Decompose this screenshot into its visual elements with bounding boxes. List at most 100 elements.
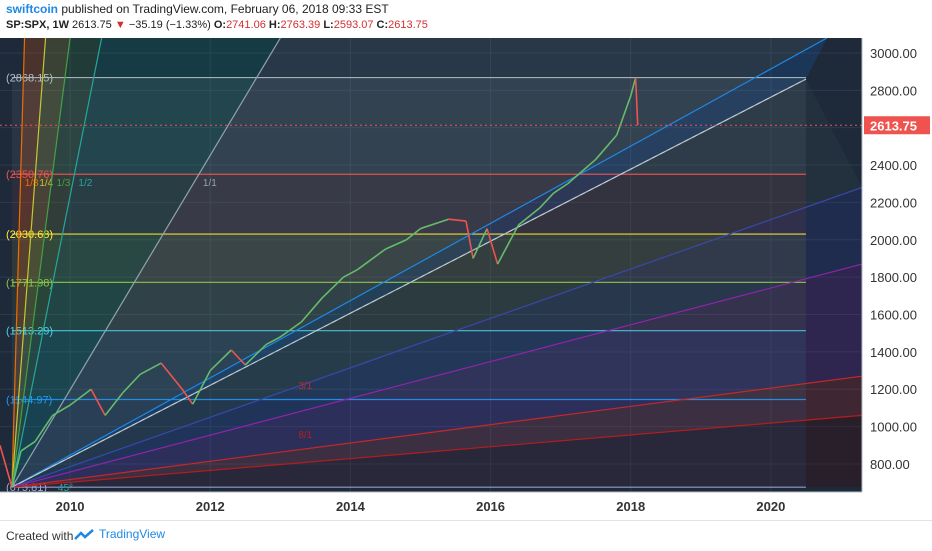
level-band <box>11 77 806 175</box>
y-tick-label: 1600.00 <box>870 308 917 323</box>
price-chart[interactable]: (2868.15) (2350.76) (2030.68) (1771.98) (151… <box>0 38 932 520</box>
y-tick-label: 2400.00 <box>870 158 917 173</box>
price-segment <box>209 349 232 372</box>
open-value: 2741.06 <box>226 19 266 31</box>
median-line <box>11 78 807 488</box>
y-tick-label: 1400.00 <box>870 345 917 360</box>
down-arrow-icon: ▼ <box>114 19 126 31</box>
price-segment <box>595 134 618 160</box>
level-band <box>11 282 806 331</box>
price-segment <box>279 321 302 338</box>
price-segment <box>634 77 639 126</box>
fan-line <box>11 263 863 488</box>
price-segment <box>567 158 597 185</box>
y-tick-label: 1000.00 <box>870 420 917 435</box>
price-segment <box>90 388 106 416</box>
fan-line <box>11 414 863 488</box>
low-value: 2593.07 <box>333 19 374 31</box>
fan-ratio-label: 1/8 <box>25 178 39 189</box>
tradingview-brand: TradingView <box>99 527 166 541</box>
price-segment <box>122 373 141 394</box>
level-band <box>11 330 806 400</box>
y-tick-label: 1800.00 <box>870 270 917 285</box>
price-segment <box>629 77 637 97</box>
publish-line: swiftcoin published on TradingView.com, … <box>6 2 389 16</box>
price-segment <box>448 218 467 222</box>
y-tick-label: 800.00 <box>870 457 910 472</box>
fan-ratio-label: 3/1 <box>298 381 312 392</box>
price-segment <box>405 227 421 241</box>
fan-ratio-label: 1/4 <box>39 178 53 189</box>
time-axis <box>0 492 932 520</box>
fan-line <box>11 38 71 488</box>
y-tick-label: 2200.00 <box>870 195 917 210</box>
price-segment <box>356 248 386 271</box>
level-label: (2030.68) <box>6 229 53 241</box>
high-label: H: <box>268 19 281 31</box>
angle-label: 45° <box>58 483 73 494</box>
price-segment <box>181 388 194 405</box>
price-segment <box>192 370 211 405</box>
chart-footer: Created with TradingView <box>0 520 932 551</box>
x-tick-label: 2014 <box>336 499 366 514</box>
low-label: L: <box>323 19 334 31</box>
fan-line <box>11 38 47 488</box>
fan-line <box>11 375 863 488</box>
price-segment <box>160 362 183 390</box>
price-segment <box>518 207 541 226</box>
price-segment <box>321 276 344 299</box>
price-segment <box>539 192 555 209</box>
price-change: −35.19 (−1.33%) <box>128 19 211 31</box>
price-segment <box>265 336 281 346</box>
price-segment <box>486 228 499 265</box>
x-tick-label: 2010 <box>56 499 85 514</box>
level-band <box>11 234 806 283</box>
price-segment <box>34 414 54 443</box>
price-segment <box>0 445 13 488</box>
y-tick-label: 3000.00 <box>870 46 917 61</box>
tradingview-logo-icon <box>74 528 94 540</box>
level-band <box>11 174 806 235</box>
author-link[interactable]: swiftcoin <box>6 2 59 16</box>
price-segment <box>385 239 407 250</box>
price-segment <box>496 224 520 265</box>
price-segment <box>20 440 36 452</box>
price-segment <box>11 450 22 488</box>
close-label: C: <box>376 19 389 31</box>
ohlc-line: SP:SPX, 1W 2613.75 ▼ −35.19 (−1.33%) O:2… <box>6 19 428 31</box>
price-segment <box>230 349 246 366</box>
level-label: (2350.76) <box>6 169 53 181</box>
price-segment <box>553 183 569 194</box>
fan-ratio-label: 1/2 <box>78 178 92 189</box>
price-segment <box>244 343 267 366</box>
price-segment <box>615 95 632 136</box>
symbol-label[interactable]: SP:SPX, 1W <box>6 19 69 31</box>
level-label: (2868.15) <box>6 73 53 85</box>
price-segment <box>52 404 71 417</box>
created-with-text: Created with <box>6 529 74 543</box>
fan-ratio-label: 1/3 <box>56 178 70 189</box>
level-label: (1513.29) <box>6 326 53 338</box>
y-tick-label: 1200.00 <box>870 382 917 397</box>
close-value: 2613.75 <box>388 19 428 31</box>
chart-header: swiftcoin published on TradingView.com, … <box>0 0 932 38</box>
level-label: (1771.98) <box>6 277 53 289</box>
price-segment <box>472 228 488 259</box>
last-price-tag-label: 2613.75 <box>870 118 917 133</box>
price-segment <box>69 388 92 406</box>
price-segment <box>104 392 124 416</box>
fan-ratio-label: 8/1 <box>298 430 312 441</box>
y-tick-label: 2000.00 <box>870 233 917 248</box>
high-value: 2763.39 <box>280 19 321 31</box>
x-tick-label: 2018 <box>616 499 645 514</box>
price-segment <box>343 268 358 278</box>
price-segment <box>139 362 162 376</box>
level-band <box>11 399 806 488</box>
x-tick-label: 2020 <box>756 499 785 514</box>
last-price: 2613.75 <box>72 19 112 31</box>
x-tick-label: 2012 <box>196 499 225 514</box>
tradingview-link[interactable]: TradingView <box>74 527 165 541</box>
fan-line <box>11 38 828 488</box>
price-segment <box>300 297 323 323</box>
plot-background <box>0 38 862 492</box>
